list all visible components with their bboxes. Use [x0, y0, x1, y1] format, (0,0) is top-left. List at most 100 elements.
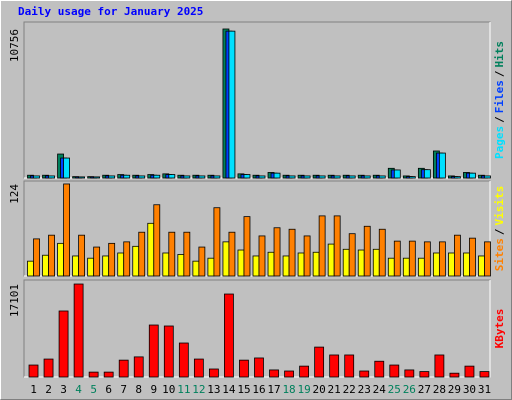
bar [282, 255, 290, 277]
bar [178, 342, 189, 378]
bar [239, 359, 249, 378]
bar [63, 157, 70, 179]
bar [348, 175, 356, 179]
bar [469, 237, 476, 277]
bar [58, 310, 69, 378]
bar [93, 176, 101, 179]
bar [133, 356, 144, 378]
bar [303, 235, 311, 277]
bar [103, 371, 114, 378]
bar [138, 231, 146, 277]
bar [87, 257, 95, 277]
x-tick-label: 28 [433, 383, 446, 396]
bar [389, 364, 400, 378]
legend-entry: Visits [493, 186, 506, 226]
bar [314, 346, 325, 378]
bar [108, 175, 116, 179]
bar [329, 354, 340, 378]
legend-separator: / [493, 70, 506, 77]
bar [448, 252, 455, 277]
bar [222, 241, 230, 277]
bar [408, 176, 416, 179]
bar [344, 354, 355, 378]
x-tick-label: 3 [60, 383, 67, 396]
x-tick-label: 7 [120, 383, 127, 396]
x-tick-label: 13 [207, 383, 220, 396]
bar [378, 228, 386, 277]
bar [333, 175, 341, 179]
bar [359, 370, 370, 378]
bar [168, 174, 176, 179]
bar [198, 246, 206, 277]
bar [402, 257, 410, 277]
bar [162, 252, 170, 277]
bar [478, 255, 485, 277]
bar [193, 358, 204, 378]
bar [108, 242, 116, 277]
bar [454, 234, 461, 277]
x-tick-label: 17 [267, 383, 280, 396]
bar [378, 175, 386, 179]
bar [243, 174, 251, 179]
bar [479, 371, 490, 378]
bar [163, 325, 174, 378]
legend: KBytes [493, 309, 506, 349]
x-tick-label: 11 [177, 383, 190, 396]
bar [123, 174, 131, 179]
bar [393, 169, 401, 179]
bar [28, 364, 39, 378]
bar [342, 248, 350, 277]
bar [423, 241, 431, 277]
bar [153, 174, 161, 179]
x-tick-label: 9 [150, 383, 157, 396]
x-tick-label: 5 [90, 383, 97, 396]
y-tick-label: 10756 [8, 29, 21, 62]
bar [288, 175, 296, 179]
bar [148, 324, 159, 378]
bar [432, 252, 440, 277]
bar [284, 370, 294, 378]
bar [153, 204, 161, 277]
legend-entry: Sites [493, 238, 506, 271]
bar [72, 255, 80, 277]
bar [404, 369, 415, 378]
x-tick-label: 24 [373, 383, 387, 396]
x-tick-label: 19 [297, 383, 310, 396]
bar [423, 169, 431, 179]
bar [449, 372, 460, 378]
bar [123, 241, 131, 277]
x-tick-label: 12 [192, 383, 205, 396]
bar [213, 175, 221, 179]
bar [299, 365, 309, 378]
bar [183, 231, 191, 277]
legend: Sites / Visits [493, 186, 506, 272]
bar [147, 222, 155, 277]
bar [42, 254, 49, 277]
x-tick-label: 8 [135, 383, 142, 396]
bar [27, 260, 34, 277]
bar [243, 216, 251, 277]
bar [333, 215, 341, 277]
bar [43, 358, 54, 378]
bar [252, 255, 260, 277]
bar [434, 354, 445, 378]
bar [118, 359, 129, 378]
bar [213, 207, 221, 277]
bar [273, 227, 281, 277]
bar [177, 254, 185, 277]
bar [273, 172, 281, 179]
bar [88, 371, 99, 378]
panel [23, 21, 491, 179]
bar [198, 175, 206, 179]
bar [484, 241, 491, 277]
bar [303, 175, 311, 179]
x-tick-label: 6 [105, 383, 112, 396]
bar [327, 243, 335, 277]
chart-title: Daily usage for January 2025 [18, 5, 203, 18]
bar [168, 231, 176, 277]
bar [78, 176, 86, 179]
bar [237, 249, 245, 277]
legend: Pages / Files / Hits [493, 41, 506, 159]
bar [254, 357, 264, 378]
y-tick-label: 17101 [8, 284, 21, 317]
